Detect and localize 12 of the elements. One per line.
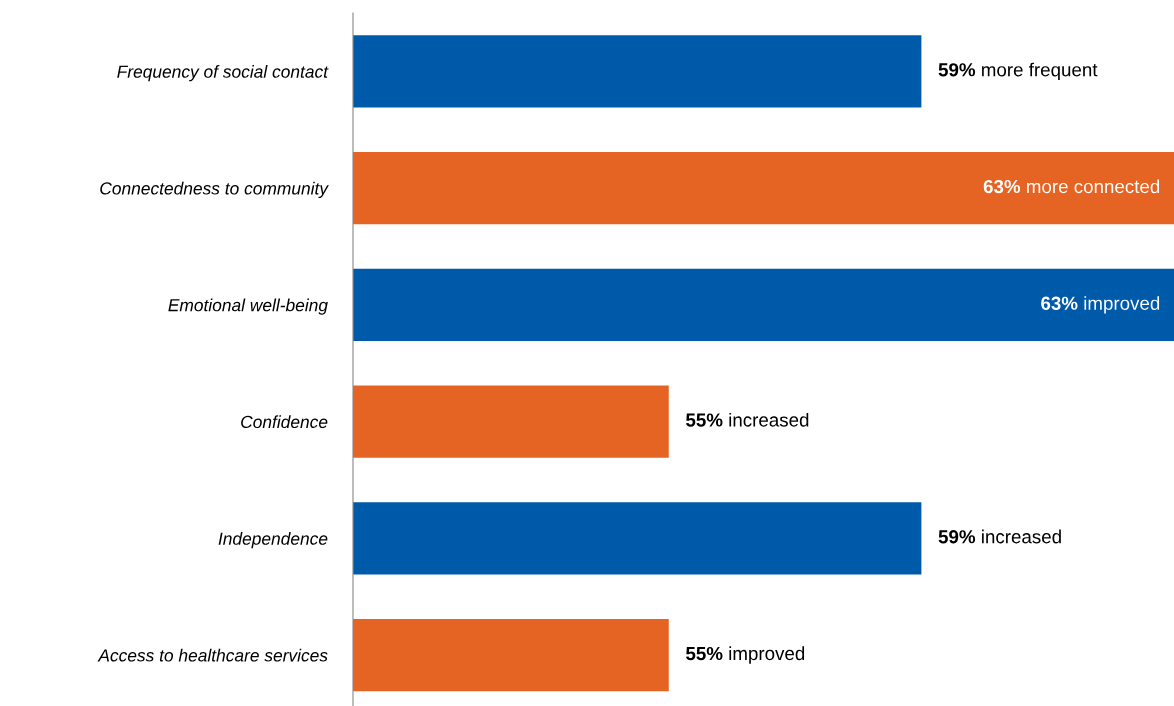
y-tick-label: Confidence	[241, 415, 328, 429]
data-label: 59% increased	[938, 529, 1061, 544]
data-label: 55% improved	[686, 646, 805, 664]
data-label: 59% more frequent	[938, 62, 1098, 81]
y-tick-label: Emotional well-being	[168, 298, 328, 315]
data-label: 55% increased	[686, 412, 809, 427]
y-tick-label: Frequency of social contact	[117, 65, 329, 82]
y-tick-label: Independence	[218, 532, 328, 549]
y-tick-label: Connectedness to community	[100, 181, 329, 199]
data-label: 63% improved	[1041, 296, 1160, 314]
data-label: 63% more connected	[983, 179, 1160, 194]
y-tick-label: Access to healthcare services	[97, 648, 328, 662]
